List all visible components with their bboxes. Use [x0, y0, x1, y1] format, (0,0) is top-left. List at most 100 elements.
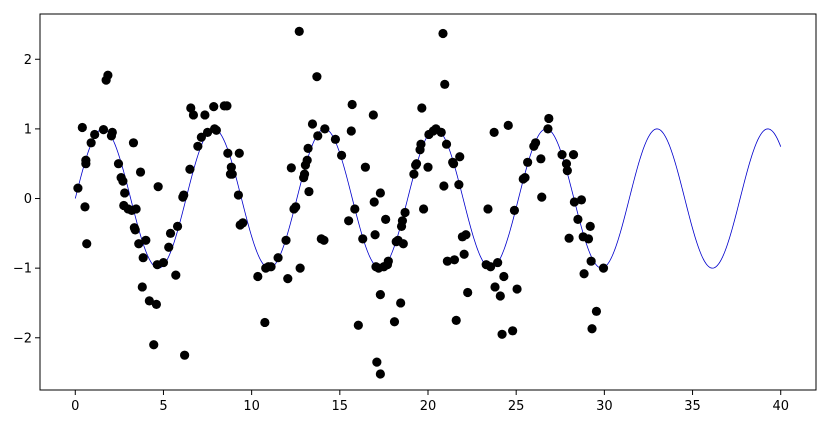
data-point: [585, 221, 595, 231]
data-point: [503, 120, 513, 131]
x-tick-label: 0: [71, 399, 79, 414]
data-point: [398, 239, 408, 249]
data-point: [396, 298, 406, 308]
data-point: [499, 271, 509, 282]
data-point: [438, 28, 448, 39]
data-point: [283, 273, 293, 284]
x-tick-label: 20: [420, 399, 437, 414]
data-point: [107, 127, 117, 137]
data-point: [144, 296, 154, 306]
data-point: [442, 256, 452, 266]
data-point: [439, 181, 449, 191]
data-point: [530, 138, 541, 148]
data-point: [223, 148, 233, 158]
data-point: [562, 166, 572, 176]
data-point: [383, 256, 393, 266]
data-point: [381, 214, 391, 225]
data-point: [368, 110, 378, 120]
data-point: [222, 101, 232, 111]
data-point: [211, 125, 221, 135]
y-tick-label: 0: [24, 192, 32, 207]
data-point: [233, 190, 244, 200]
data-point: [98, 124, 109, 135]
data-point: [294, 26, 304, 37]
data-point: [347, 99, 357, 110]
data-point: [303, 143, 313, 153]
data-point: [200, 110, 210, 120]
data-point: [370, 230, 380, 240]
data-point: [489, 127, 499, 137]
data-point: [512, 284, 522, 294]
data-point: [350, 204, 360, 214]
data-point: [171, 270, 181, 280]
data-point: [179, 190, 189, 200]
data-point: [536, 154, 546, 164]
data-point: [449, 255, 460, 265]
data-point: [134, 239, 144, 249]
data-point: [118, 176, 128, 186]
data-point: [193, 141, 203, 151]
data-point: [135, 167, 146, 177]
data-point: [372, 357, 382, 367]
data-point: [418, 204, 429, 214]
data-point: [463, 287, 473, 298]
data-point: [344, 216, 354, 226]
data-point: [73, 183, 83, 193]
x-tick-label: 15: [332, 399, 349, 414]
data-point: [302, 155, 312, 165]
data-point: [131, 204, 141, 214]
data-point: [330, 134, 341, 144]
data-point: [234, 148, 244, 158]
data-point: [253, 271, 263, 282]
data-point: [587, 324, 597, 334]
data-point: [568, 150, 579, 160]
x-tick-label: 40: [772, 399, 789, 414]
y-tick-label: −2: [13, 331, 32, 346]
x-tick-label: 10: [243, 399, 260, 414]
y-tick-label: 2: [24, 53, 32, 68]
data-point: [569, 197, 579, 207]
data-point: [557, 150, 567, 160]
data-point: [448, 159, 459, 169]
y-axis: −2 −1 0 1 2: [13, 53, 40, 346]
data-point: [202, 127, 213, 137]
data-point: [151, 299, 161, 309]
data-point: [436, 127, 446, 137]
data-point: [304, 186, 314, 197]
data-point: [346, 126, 356, 136]
data-point: [561, 159, 572, 169]
data-point: [520, 173, 530, 183]
data-point: [266, 262, 276, 272]
data-point: [313, 131, 323, 141]
data-point: [299, 169, 310, 179]
data-point: [153, 182, 163, 192]
data-point: [375, 290, 385, 300]
data-point: [138, 253, 148, 263]
y-tick-label: 1: [24, 122, 32, 137]
data-point: [320, 124, 330, 134]
data-point: [273, 253, 283, 263]
data-point: [389, 317, 400, 327]
data-point: [508, 326, 518, 336]
data-point: [188, 110, 199, 120]
data-point: [495, 291, 505, 301]
data-point: [77, 122, 87, 133]
data-point: [375, 188, 385, 198]
data-point: [459, 249, 469, 259]
data-point: [281, 235, 291, 245]
data-point: [591, 306, 602, 316]
x-tick-label: 25: [508, 399, 525, 414]
data-point: [486, 262, 496, 272]
data-point: [483, 204, 493, 214]
data-point: [576, 195, 587, 205]
data-point: [103, 70, 113, 80]
data-point: [493, 257, 503, 268]
data-point: [312, 72, 322, 82]
data-points: [73, 26, 609, 379]
x-tick-label: 30: [596, 399, 613, 414]
x-tick-label: 5: [159, 399, 167, 414]
data-point: [455, 152, 465, 162]
data-point: [291, 202, 301, 212]
data-point: [295, 263, 305, 273]
